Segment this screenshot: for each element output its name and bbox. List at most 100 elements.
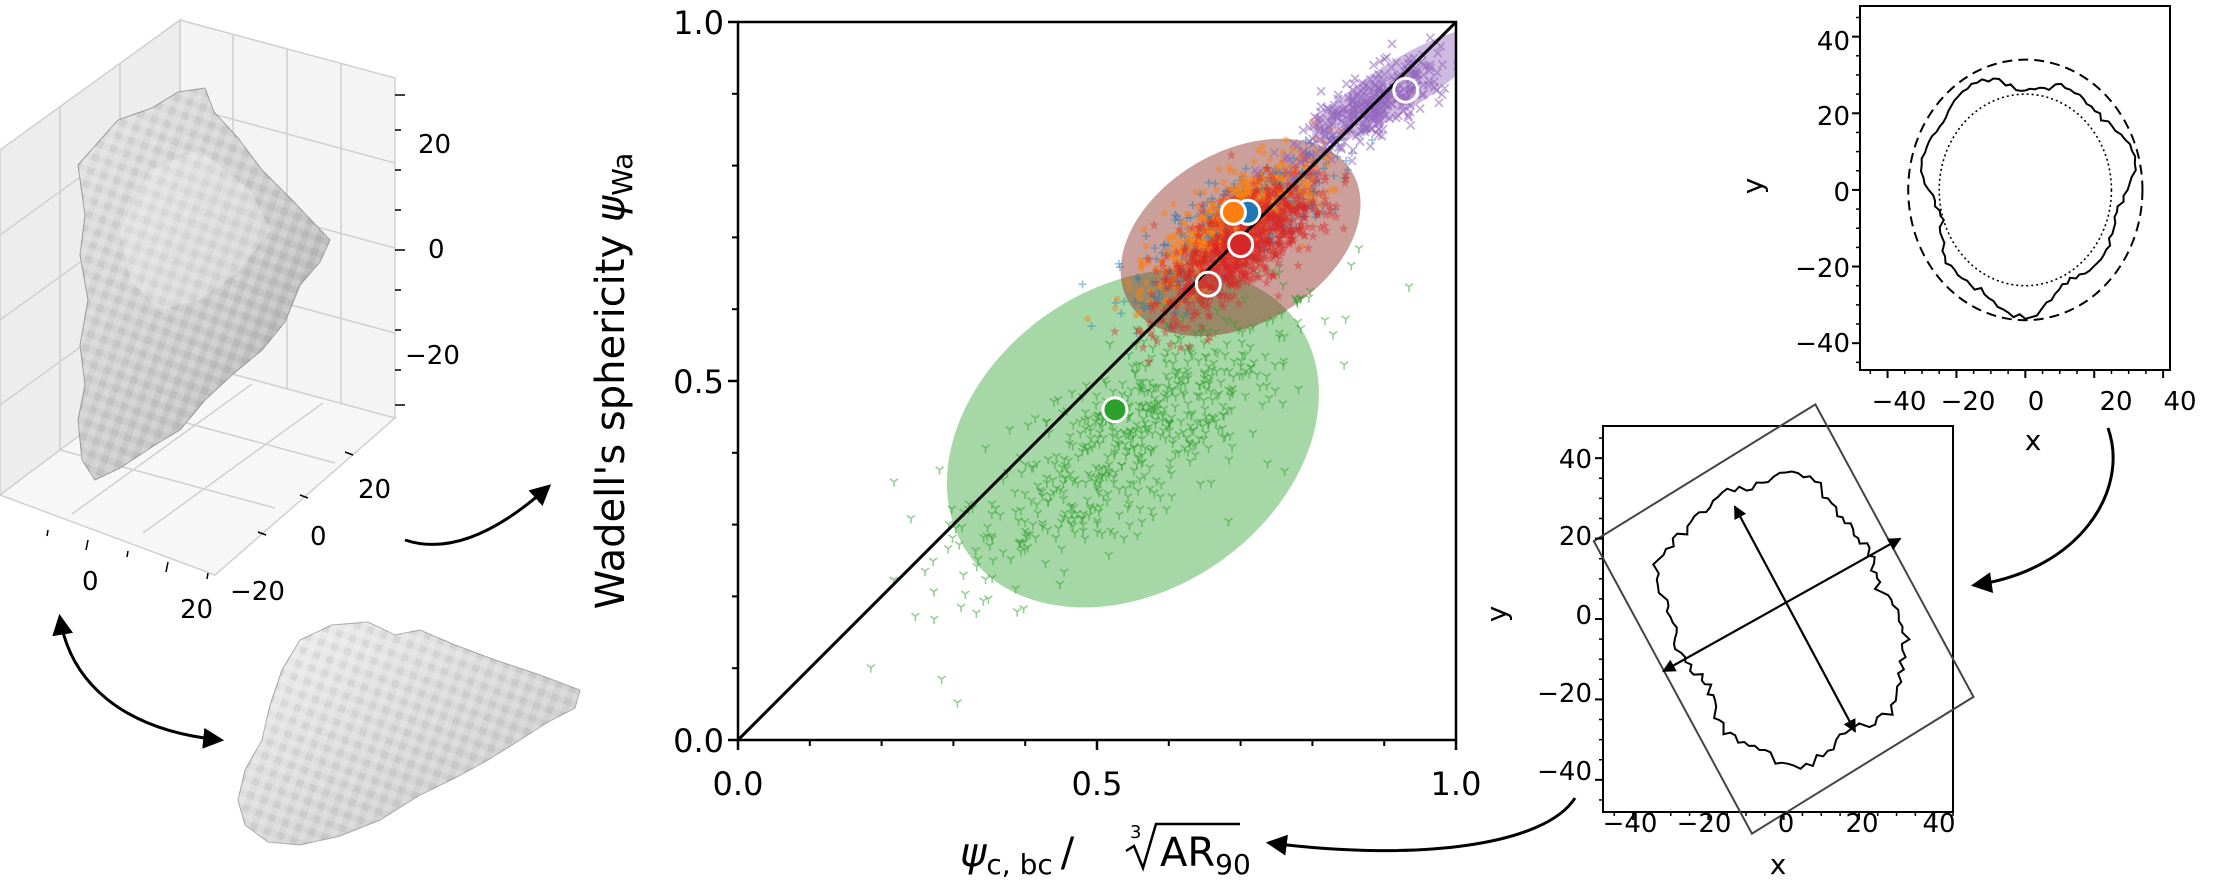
scatter-point xyxy=(1178,388,1188,398)
scatter-point xyxy=(1269,177,1278,186)
scatter-point xyxy=(1083,446,1093,456)
scatter-point xyxy=(1196,189,1205,198)
scatter-point xyxy=(1240,295,1250,305)
scatter-point xyxy=(1193,238,1200,245)
scatter-point xyxy=(1185,345,1195,355)
scatter-point xyxy=(1246,189,1254,197)
scatter-point xyxy=(987,532,997,542)
scatter-point xyxy=(1256,226,1265,235)
scatter-point xyxy=(1080,535,1090,544)
scatter-point xyxy=(1148,278,1157,287)
scatter-point xyxy=(1248,188,1257,197)
scatter-point xyxy=(1255,243,1264,252)
scatter-point xyxy=(1075,429,1085,439)
scatter-point xyxy=(1142,254,1151,263)
scatter-point xyxy=(1162,505,1172,515)
circle-y-tick-labels: 40 20 0 −20 −40 xyxy=(1795,27,1850,359)
main-x-tick-label: 1.0 xyxy=(1431,765,1482,803)
scatter-point xyxy=(1211,239,1218,246)
scatter-point xyxy=(1216,234,1225,243)
scatter-point xyxy=(1165,249,1174,258)
scatter-point xyxy=(1272,166,1281,175)
scatter-point xyxy=(1311,176,1320,185)
scatter-point xyxy=(1209,233,1218,242)
scatter-point xyxy=(1213,244,1222,253)
scatter-point xyxy=(1197,263,1204,270)
scatter-point xyxy=(1298,181,1305,188)
scatter-point xyxy=(1244,370,1254,380)
scatter-point xyxy=(1068,477,1078,487)
scatter-point xyxy=(1236,176,1245,185)
scatter-point xyxy=(1152,476,1162,486)
scatter-point xyxy=(1143,279,1150,286)
scatter-point xyxy=(1309,189,1318,198)
scatter-point xyxy=(1252,269,1262,279)
scatter-point xyxy=(1208,213,1217,222)
scatter-point xyxy=(1212,367,1222,377)
scatter-point xyxy=(1219,367,1229,376)
scatter-point xyxy=(1288,200,1297,209)
scatter-point xyxy=(995,511,1005,521)
scatter-point xyxy=(1200,244,1209,253)
scatter-point xyxy=(1012,608,1022,617)
scatter-point xyxy=(1237,350,1247,360)
circle-x-tick-label: −40 xyxy=(1872,387,1927,417)
scatter-point xyxy=(1164,376,1174,385)
scatter-point xyxy=(1247,190,1256,199)
scatter-point xyxy=(1151,335,1161,344)
scatter-point xyxy=(1257,182,1264,189)
scatter-point xyxy=(1211,328,1220,338)
scatter-point xyxy=(1187,247,1196,256)
scatter-point xyxy=(1020,518,1030,527)
scatter-point xyxy=(1197,236,1204,243)
scatter-point xyxy=(1131,420,1141,430)
scatter-point xyxy=(1171,351,1181,361)
scatter-point xyxy=(1208,234,1217,243)
scatter-point xyxy=(1108,388,1118,397)
scatter-point xyxy=(1277,172,1286,181)
scatter-point xyxy=(1254,191,1261,198)
scatter-point xyxy=(1169,232,1177,239)
scatter-point xyxy=(1274,174,1281,181)
scatter-point xyxy=(1212,349,1222,358)
scatter-point xyxy=(1354,244,1364,254)
scatter-point xyxy=(1138,261,1146,268)
scatter-point xyxy=(1055,580,1065,590)
scatter-point xyxy=(1110,468,1120,478)
scatter-point xyxy=(1186,229,1193,236)
scatter-point xyxy=(1288,203,1295,210)
scatter-point xyxy=(1184,210,1191,218)
scatter-point xyxy=(1051,534,1061,543)
scatter-point xyxy=(1211,179,1220,188)
scatter-point xyxy=(1084,315,1091,323)
scatter-point xyxy=(1177,244,1184,251)
scatter-point xyxy=(1259,198,1267,206)
scatter-point xyxy=(1254,187,1262,194)
scatter-point xyxy=(1136,308,1143,316)
scatter-point xyxy=(1124,446,1134,455)
scatter-point xyxy=(1230,226,1237,233)
scatter-point xyxy=(1064,440,1074,449)
scatter-point xyxy=(1234,188,1243,197)
scatter-point xyxy=(1274,263,1284,273)
scatter-point xyxy=(1287,197,1296,206)
scatter-point xyxy=(1179,263,1187,270)
scatter-point xyxy=(1188,244,1197,253)
scatter-point xyxy=(1239,182,1248,191)
scatter-point xyxy=(1049,398,1059,407)
scatter-point xyxy=(1263,233,1272,242)
scatter-point xyxy=(1117,309,1126,318)
flow-arrow-box-to-main xyxy=(1265,797,1577,856)
scatter-point xyxy=(1272,180,1281,189)
scatter-point xyxy=(1269,194,1277,201)
scatter-point xyxy=(1196,298,1206,308)
scatter-point xyxy=(1282,136,1290,144)
scatter-point xyxy=(1142,243,1150,250)
scatter-point xyxy=(1209,204,1217,211)
scatter-point xyxy=(1211,233,1220,242)
scatter-point xyxy=(1121,484,1131,494)
scatter-point xyxy=(1196,246,1204,253)
scatter-point xyxy=(1169,244,1176,251)
scatter-point xyxy=(1228,224,1236,231)
scatter-point xyxy=(1144,255,1151,263)
